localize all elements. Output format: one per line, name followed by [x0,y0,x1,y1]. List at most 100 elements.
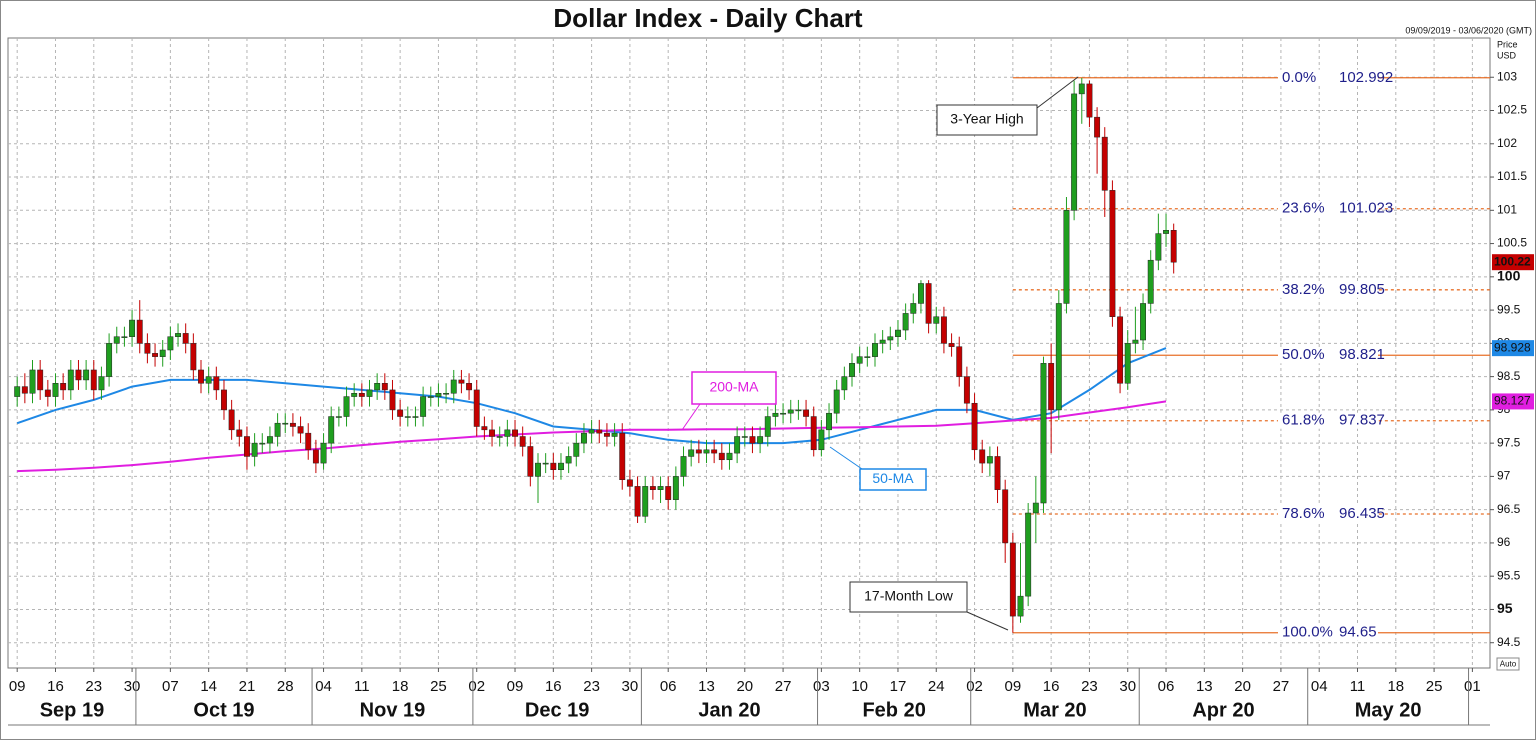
candle-body [956,346,963,377]
candle-body [113,336,120,344]
last-value: 98.928 [1494,340,1531,354]
candle-body [205,376,212,384]
y-tick-label: 94.5 [1497,635,1521,649]
candle-body [397,409,404,417]
candle-body [106,343,113,377]
candle-body [152,353,159,357]
x-tick-label: 13 [698,678,715,695]
candle-body [826,412,832,431]
candle-body [1086,83,1093,118]
candle-body [986,456,993,464]
fib-percent: 78.6% [1282,505,1325,522]
candle-body [1063,210,1070,304]
x-tick-label: 24 [928,678,945,695]
ma-label-box [691,371,777,405]
candle-body [504,429,511,437]
x-tick-label: 16 [1043,678,1060,695]
candle-body [1009,542,1016,617]
candle-body [841,376,848,391]
candle-body [619,432,626,480]
candle-body [665,486,672,500]
x-tick-label: 02 [966,678,983,695]
x-tick-label: 30 [1119,678,1136,695]
candle-body [1140,303,1147,341]
fib-percent: 0.0% [1282,69,1316,86]
candle-body [366,389,373,397]
candle-body [764,416,771,437]
candle-body [29,369,36,394]
month-label: Feb 20 [862,699,925,721]
candle-body [1117,316,1124,384]
fib-percent: 100.0% [1282,624,1333,641]
x-tick-label: 25 [430,678,447,695]
fib-value: 96.435 [1339,505,1385,522]
candle-body [274,422,281,437]
candle-body [182,333,189,344]
candle-body [1155,233,1162,261]
candle-body [565,456,572,464]
annotation-box [849,581,968,613]
y-tick-label: 99.5 [1497,302,1521,316]
x-tick-label: 25 [1426,678,1443,695]
y-tick-label: 100.5 [1497,236,1527,250]
candle-body [680,456,687,477]
x-tick-label: 09 [9,678,26,695]
candle-body [427,396,434,398]
candle-body [611,432,618,437]
candle-body [672,476,679,500]
candle-body [473,389,480,427]
candle-body [335,416,342,418]
ma-pointer [681,403,701,431]
x-tick-label: 02 [468,678,485,695]
x-tick-label: 01 [1464,678,1481,695]
candle-body [795,409,802,412]
candle-body [550,462,557,471]
annotation-pointer [1036,76,1079,109]
candle-body [787,409,794,414]
month-label: Jan 20 [698,699,760,721]
candle-body [129,319,136,337]
fib-label-bg [1278,200,1378,217]
x-tick-label: 18 [1387,678,1404,695]
candle-body [596,429,603,434]
x-tick-label: 20 [1234,678,1251,695]
candle-body [404,416,411,418]
candle-body [489,429,495,437]
fib-percent: 50.0% [1282,346,1325,363]
fib-label-bg [1278,505,1378,522]
x-tick-label: 10 [851,678,868,695]
fib-label-bg [1278,69,1378,86]
candle-body [90,369,97,391]
fib-value: 94.65 [1339,624,1377,641]
candle-body [634,486,641,517]
x-tick-label: 16 [545,678,562,695]
candle-body [190,343,197,371]
last-value-box [1492,340,1534,357]
candle-body [910,303,917,314]
x-tick-label: 28 [277,678,294,695]
candle-body [1048,363,1055,411]
candle-body [435,392,442,397]
candle-body [1124,343,1131,384]
candle-body [1078,83,1085,95]
x-tick-label: 03 [813,678,830,695]
candle-body [259,442,266,445]
candle-body [573,442,580,457]
candle-body [512,429,518,437]
candle-body [52,383,59,397]
candle-body [198,369,204,384]
candle-body [374,383,381,391]
y-tick-label: 102 [1497,136,1517,150]
x-tick-label: 16 [47,678,64,695]
x-tick-label: 07 [162,678,179,695]
candle-body [381,383,388,391]
candle-body [98,376,105,391]
candle-body [144,343,151,354]
candle-body [872,343,878,357]
candle-body [305,432,312,451]
candle-body [1109,190,1116,317]
candle-body [772,412,779,417]
candle-body [581,432,587,444]
x-tick-label: 04 [1311,678,1328,695]
candle-body [75,369,82,381]
